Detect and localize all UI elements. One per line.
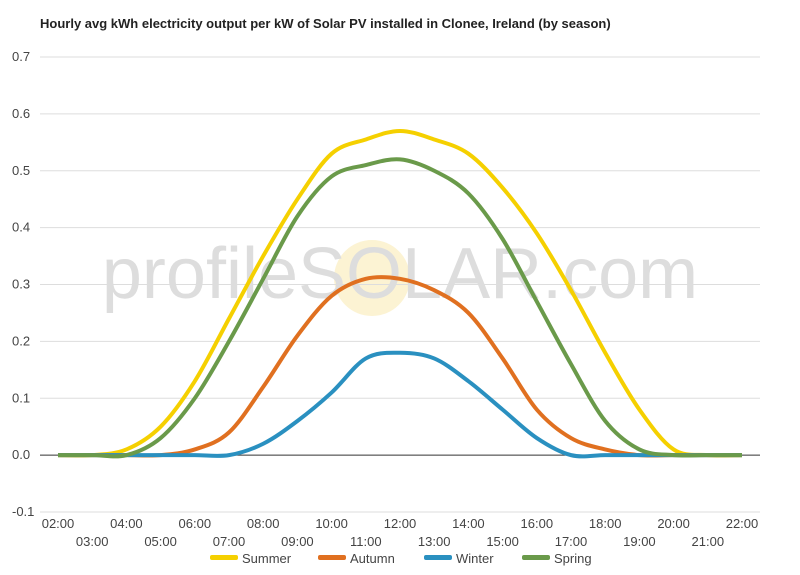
x-tick-label: 17:00 [555, 534, 588, 549]
x-tick-label: 05:00 [144, 534, 177, 549]
x-tick-label: 04:00 [110, 516, 143, 531]
x-tick-label: 22:00 [726, 516, 759, 531]
x-tick-label: 07:00 [213, 534, 246, 549]
y-tick-label: 0.7 [12, 49, 30, 64]
legend-label: Autumn [350, 551, 395, 566]
x-tick-label: 02:00 [42, 516, 75, 531]
legend-swatch [318, 555, 346, 560]
x-tick-label: 11:00 [350, 534, 382, 549]
legend-swatch [424, 555, 452, 560]
legend-swatch [522, 555, 550, 560]
series-line [58, 350, 742, 459]
y-tick-label: 0.1 [12, 390, 30, 405]
legend-swatch [210, 555, 238, 560]
series-line [57, 128, 743, 458]
legend-label: Summer [242, 551, 292, 566]
y-tick-label: 0.5 [12, 163, 30, 178]
x-tick-label: 09:00 [281, 534, 314, 549]
x-tick-label: 20:00 [657, 516, 690, 531]
x-tick-label: 10:00 [315, 516, 348, 531]
y-tick-label: 0.0 [12, 447, 30, 462]
y-tick-label: 0.2 [12, 333, 30, 348]
x-tick-label: 08:00 [247, 516, 280, 531]
x-tick-label: 14:00 [452, 516, 485, 531]
x-tick-label: 18:00 [589, 516, 622, 531]
x-tick-label: 12:00 [384, 516, 417, 531]
x-tick-label: 16:00 [521, 516, 554, 531]
y-tick-label: -0.1 [12, 504, 34, 519]
x-tick-label: 19:00 [623, 534, 656, 549]
legend-label: Spring [554, 551, 592, 566]
legend-label: Winter [456, 551, 494, 566]
watermark: profileSOLAR.com [102, 234, 698, 314]
y-tick-label: 0.6 [12, 106, 30, 121]
x-tick-label: 03:00 [76, 534, 109, 549]
chart-title: Hourly avg kWh electricity output per kW… [40, 16, 611, 31]
series-line [58, 157, 742, 459]
y-tick-label: 0.4 [12, 220, 30, 235]
x-tick-label: 13:00 [418, 534, 451, 549]
x-tick-label: 15:00 [486, 534, 519, 549]
x-tick-label: 06:00 [179, 516, 212, 531]
y-tick-label: 0.3 [12, 277, 30, 292]
x-tick-label: 21:00 [692, 534, 725, 549]
